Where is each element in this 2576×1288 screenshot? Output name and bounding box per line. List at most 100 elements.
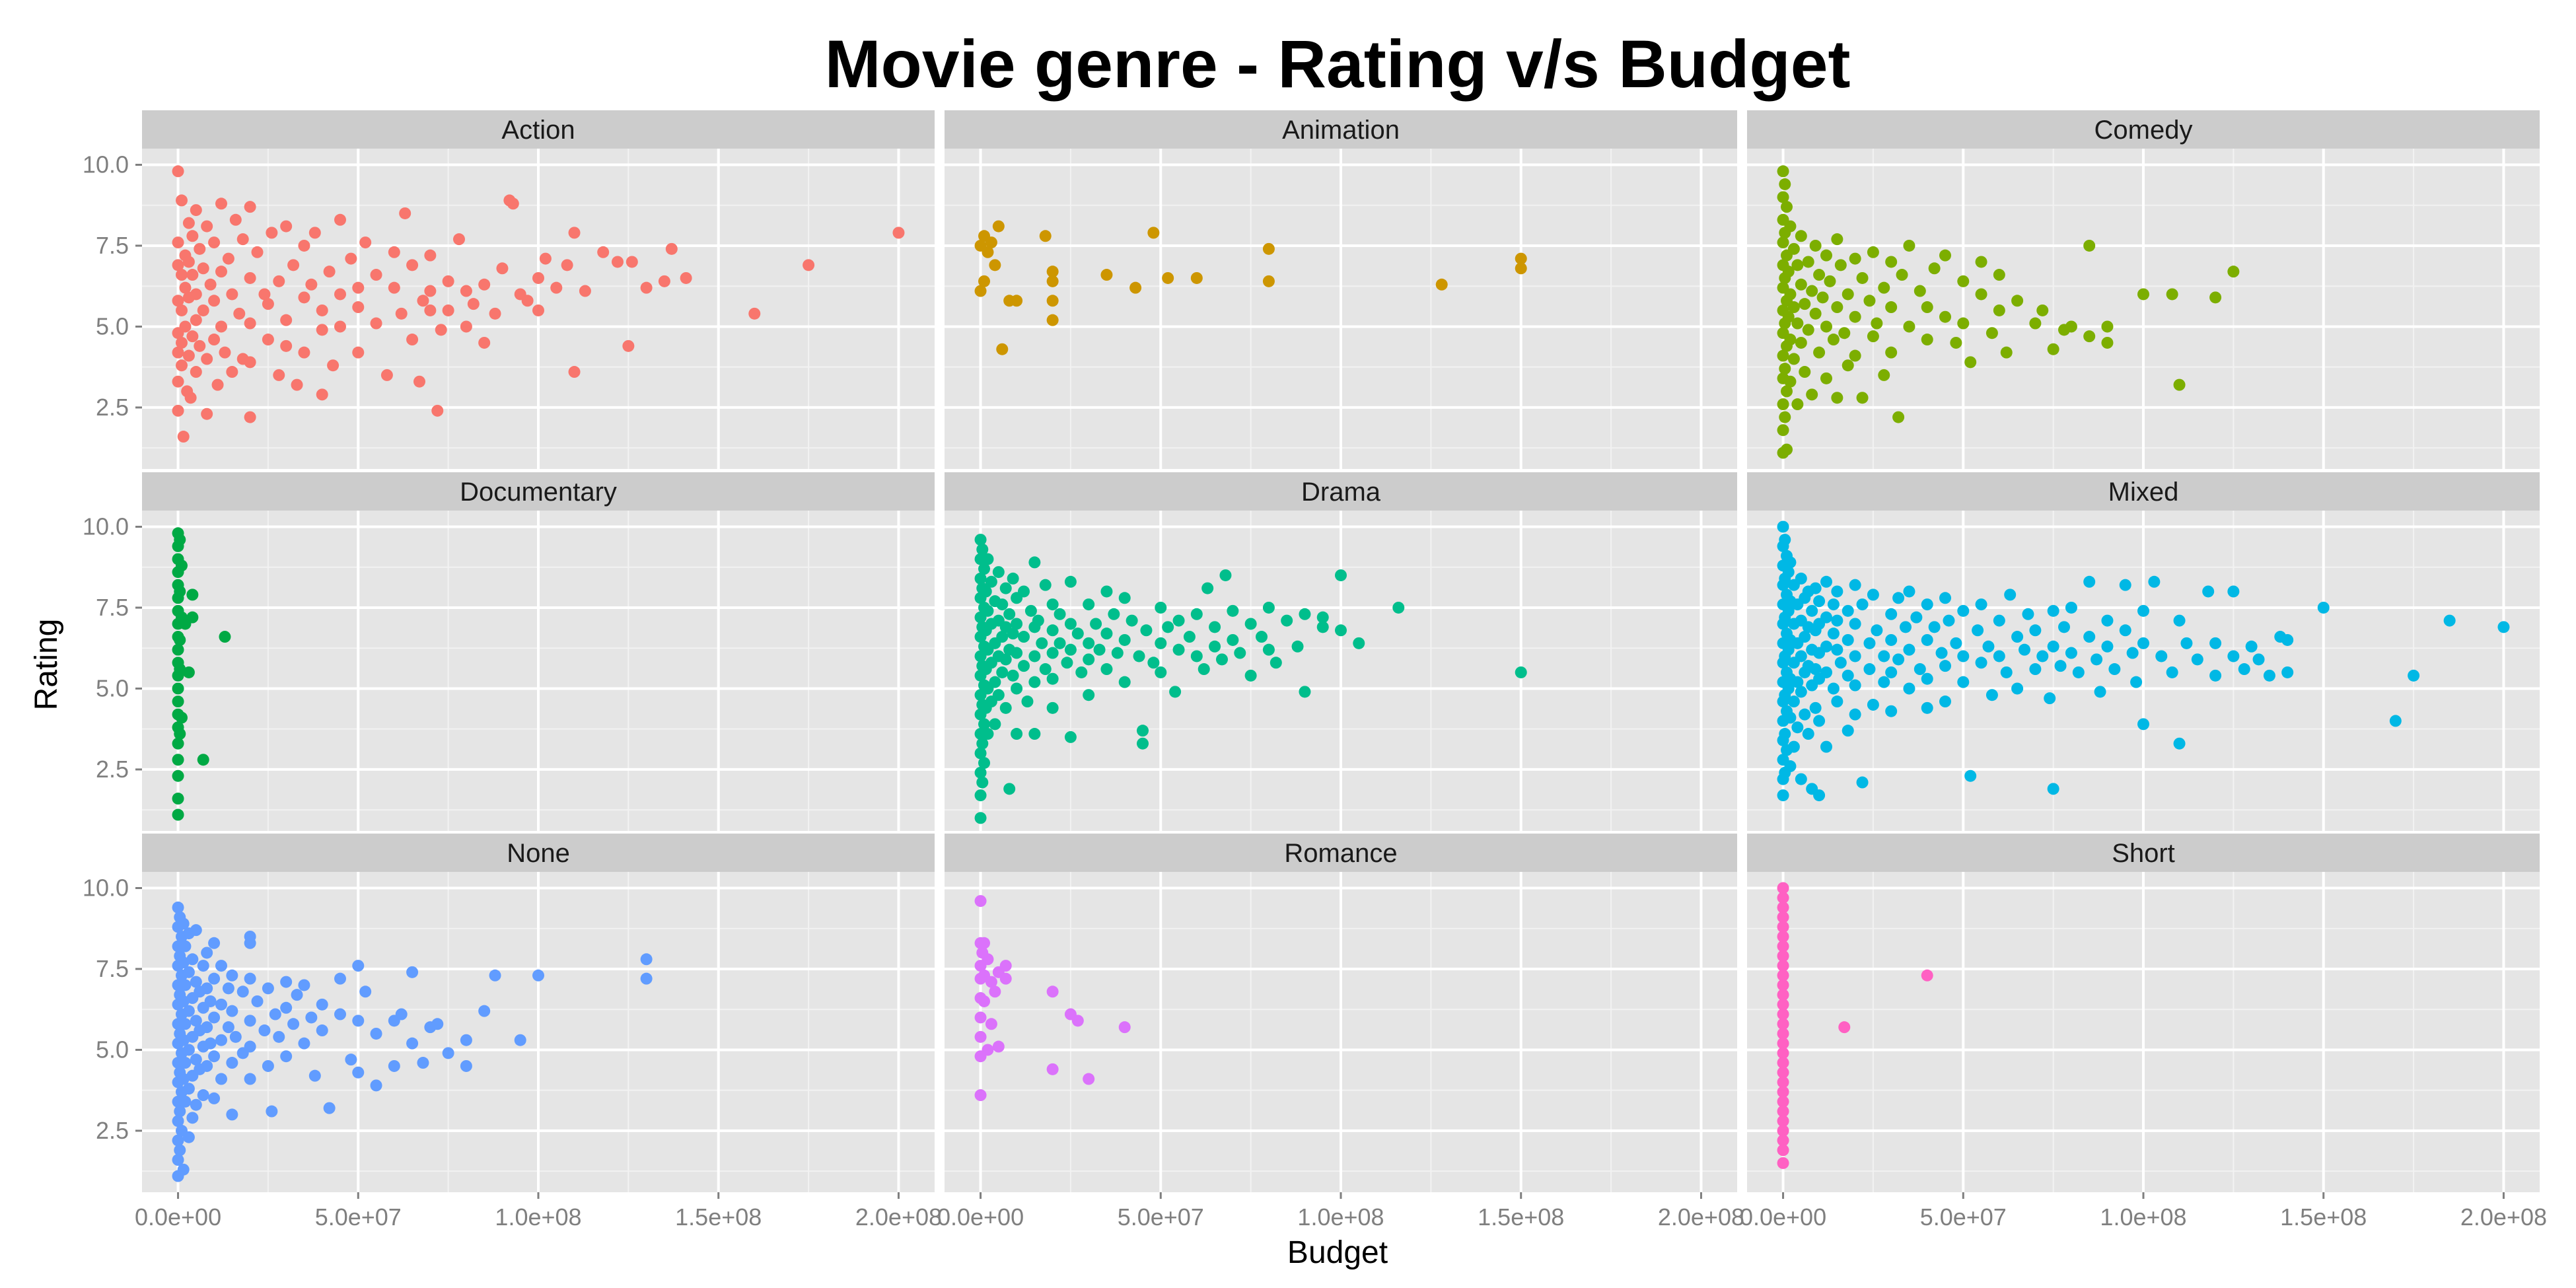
x-axis-title: Budget [1287, 1235, 1388, 1270]
data-point [803, 259, 815, 271]
data-point [1885, 256, 1898, 268]
data-point [1982, 640, 1995, 653]
data-point [1777, 1076, 1789, 1089]
data-point [352, 346, 365, 359]
data-point [1903, 239, 1915, 252]
data-point [222, 252, 234, 265]
data-point [182, 1131, 195, 1143]
data-point [982, 246, 994, 258]
facet-strip [1747, 472, 2540, 511]
data-point [190, 924, 202, 937]
data-point [305, 1011, 318, 1024]
data-point [1028, 728, 1041, 740]
data-point [1820, 740, 1832, 753]
data-point [352, 301, 365, 314]
data-point [179, 1018, 192, 1030]
data-point [974, 285, 987, 297]
facet-panel-action: Action 2.5 5.0 7.5 10.0 [83, 110, 935, 469]
data-point [1820, 372, 1832, 384]
data-point [974, 812, 987, 824]
data-point [431, 404, 444, 417]
series-points-animation [974, 220, 1527, 355]
data-point [177, 431, 190, 443]
data-point [2083, 239, 2096, 252]
data-point [640, 953, 653, 966]
data-point [1126, 614, 1138, 627]
data-point [226, 288, 238, 301]
data-point [2083, 575, 2096, 588]
data-point [2209, 669, 2222, 682]
data-point [996, 666, 1009, 678]
data-point [334, 320, 346, 333]
x-tick-label: 1.0e+08 [495, 1203, 581, 1231]
data-point [176, 336, 188, 349]
data-point [1054, 608, 1066, 620]
data-point [190, 366, 202, 378]
data-point [1011, 647, 1023, 659]
data-point [280, 1050, 293, 1063]
data-point [1867, 698, 1879, 711]
y-tick-label: 10.0 [83, 874, 129, 901]
data-point [1777, 1066, 1789, 1079]
data-point [1777, 998, 1789, 1011]
data-point [176, 711, 188, 724]
data-point [992, 566, 1005, 579]
data-point [287, 1018, 300, 1030]
data-point [1028, 556, 1041, 569]
data-point [1777, 1086, 1789, 1098]
data-point [201, 1059, 213, 1072]
data-point [1795, 230, 1807, 242]
data-point [1784, 711, 1797, 724]
data-point [2137, 637, 2149, 649]
data-point [431, 1018, 444, 1030]
data-point [1903, 682, 1915, 695]
data-point [1777, 901, 1789, 913]
data-point [521, 295, 534, 307]
data-point [1046, 266, 1059, 278]
data-point [1209, 621, 1221, 633]
data-point [999, 582, 1012, 594]
data-point [1867, 246, 1879, 258]
data-point [215, 960, 227, 972]
data-point [1878, 281, 1890, 294]
data-point [1838, 1021, 1851, 1034]
data-point [352, 281, 365, 294]
data-point [478, 1005, 491, 1017]
data-point [442, 304, 454, 316]
data-point [190, 1054, 202, 1066]
data-point [568, 366, 581, 378]
data-point [1892, 411, 1905, 423]
data-point [442, 275, 454, 287]
data-point [1799, 366, 1811, 378]
data-point [370, 1079, 382, 1092]
y-tick-label: 5.0 [96, 1036, 129, 1063]
data-point [1806, 388, 1818, 401]
data-point [226, 1005, 238, 1017]
data-point [1777, 1047, 1789, 1059]
data-point [1335, 569, 1347, 581]
data-point [266, 1105, 278, 1118]
data-point [1782, 310, 1795, 323]
data-point [352, 1015, 365, 1027]
data-point [280, 1001, 293, 1014]
data-point [1820, 249, 1832, 262]
data-point [597, 246, 610, 258]
y-axis-title: Rating [29, 619, 64, 711]
x-tick-label: 2.0e+08 [2460, 1203, 2547, 1231]
data-point [1791, 721, 1804, 734]
data-point [1064, 618, 1077, 630]
data-point [1986, 327, 1998, 340]
data-point [2497, 621, 2510, 633]
data-point [1842, 633, 1854, 646]
data-point [1950, 637, 1962, 649]
data-point [298, 979, 310, 991]
data-point [262, 982, 274, 995]
data-point [1849, 679, 1861, 692]
data-point [1011, 728, 1023, 740]
data-point [1885, 608, 1898, 620]
data-point [1784, 556, 1797, 569]
data-point [244, 972, 256, 985]
data-point [1190, 271, 1203, 284]
data-point [1939, 696, 1951, 708]
data-point [1787, 740, 1800, 753]
